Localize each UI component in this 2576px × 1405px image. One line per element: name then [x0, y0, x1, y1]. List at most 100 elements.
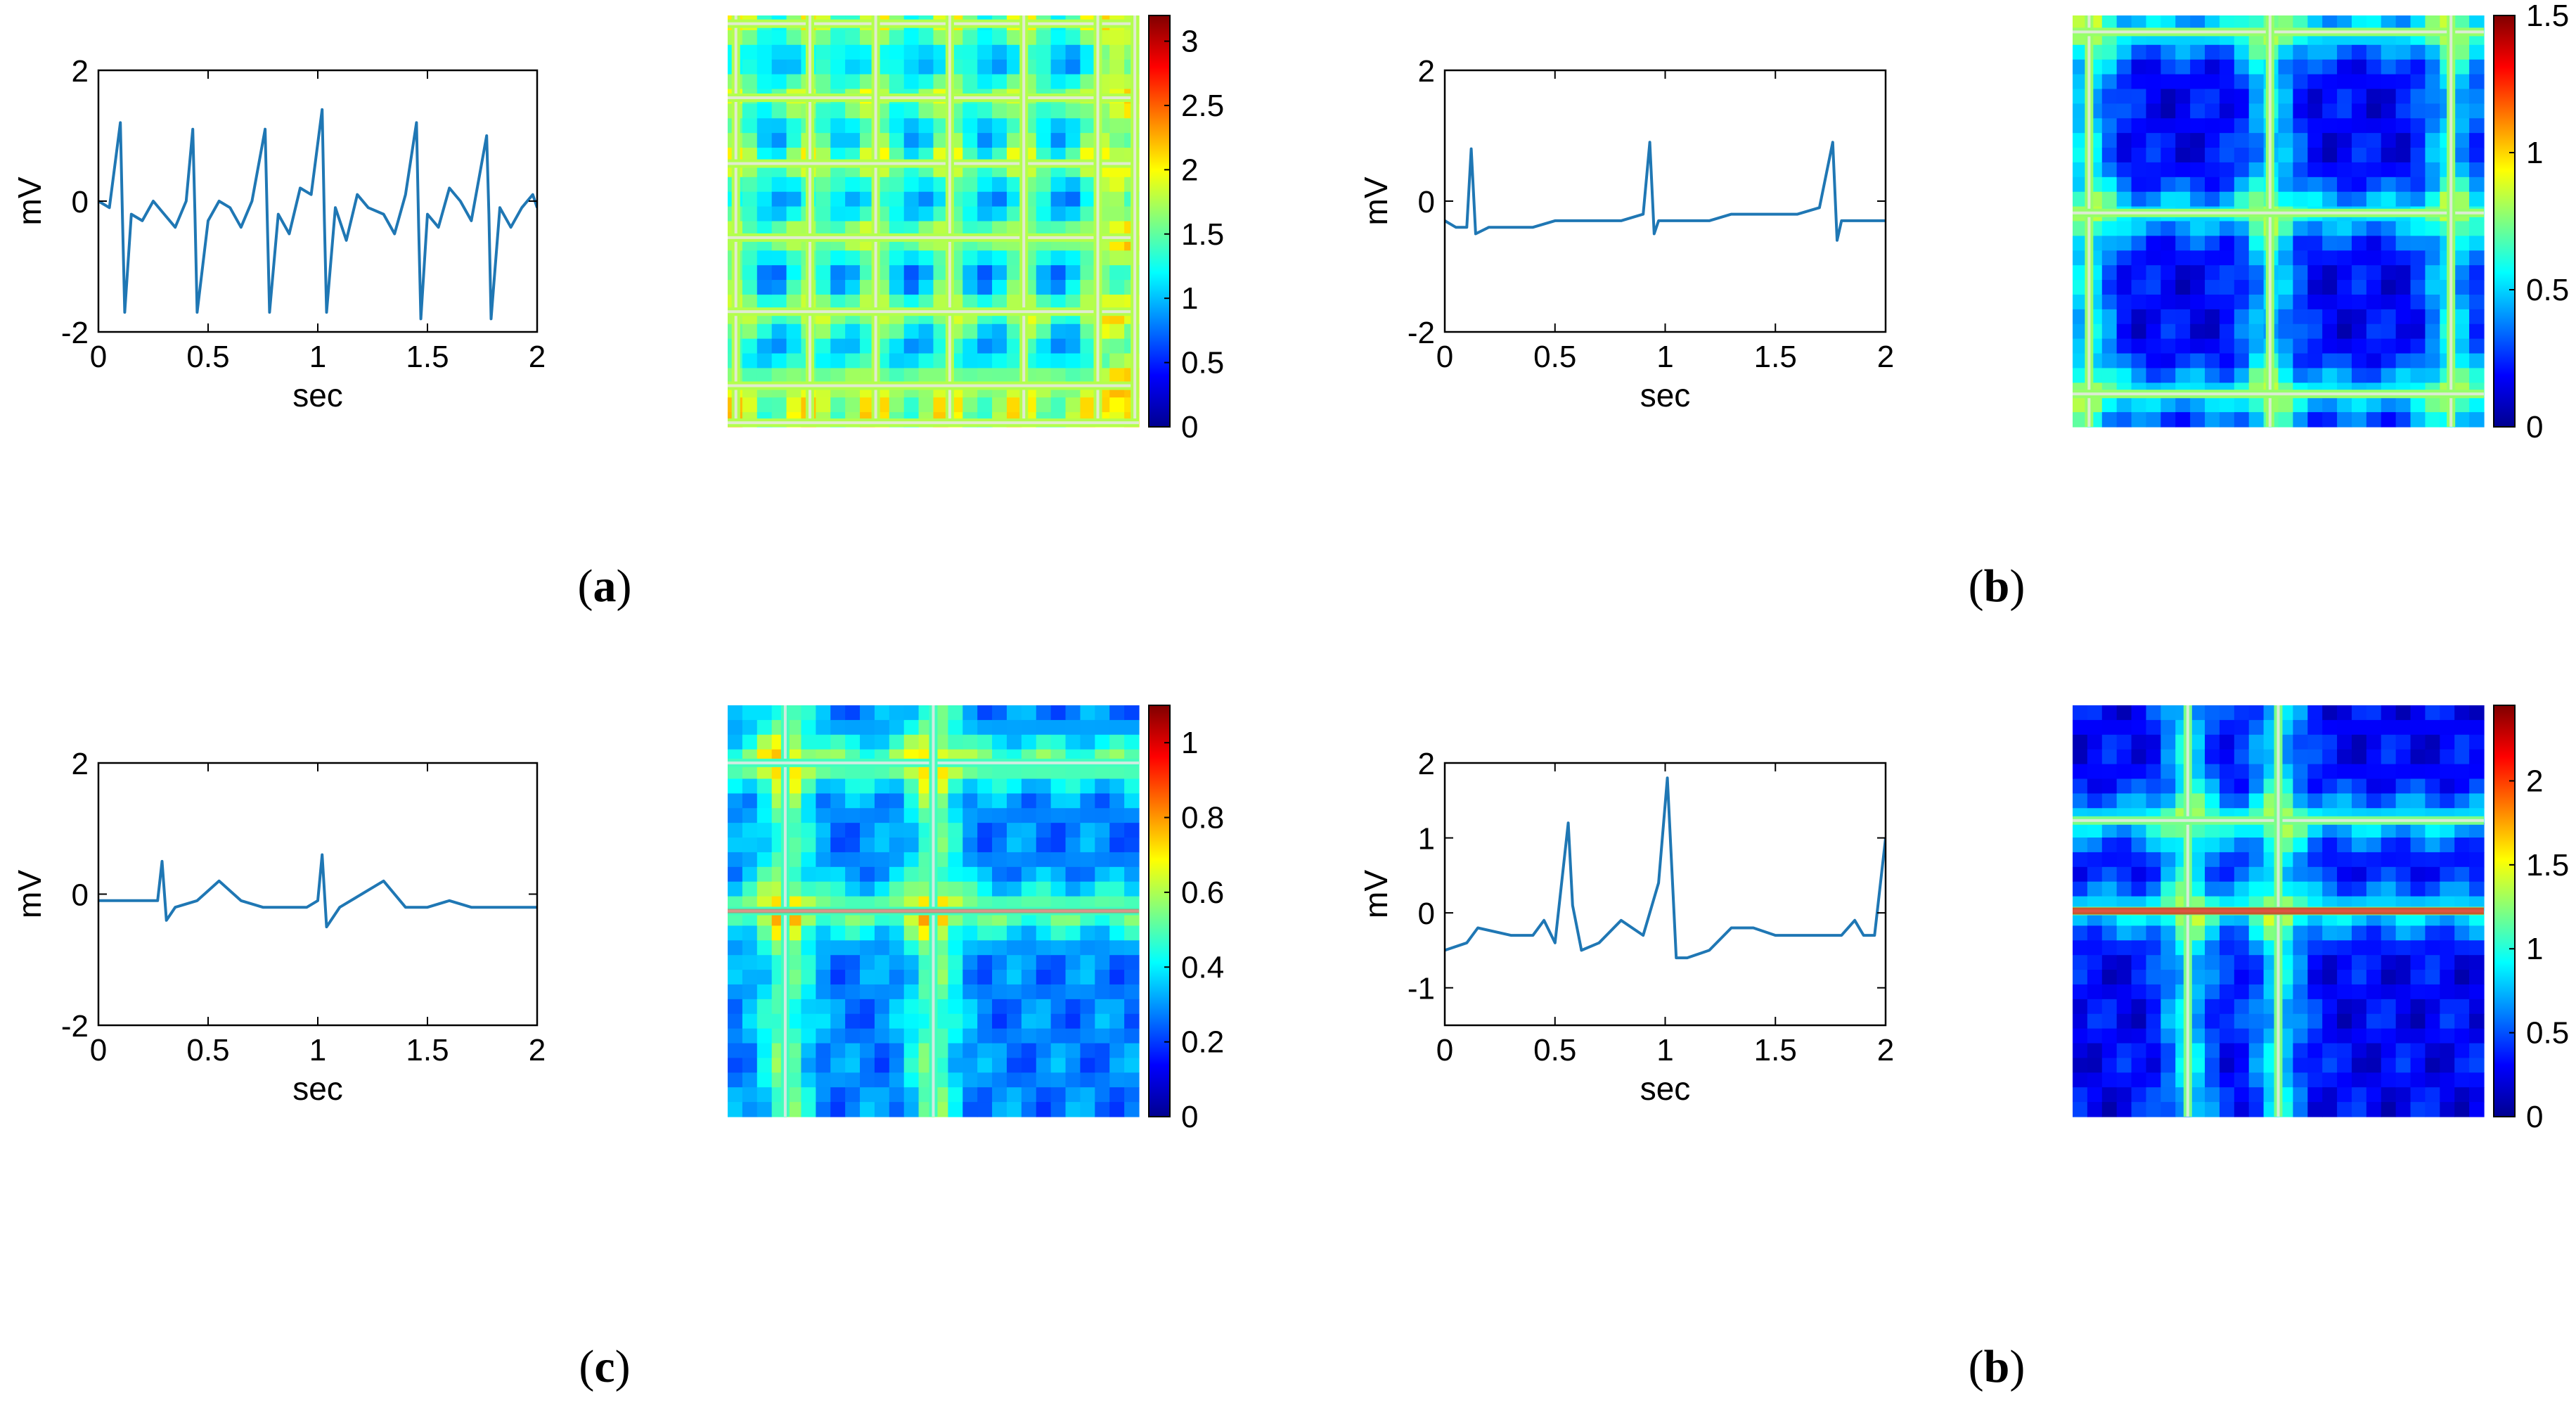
heatmap-cell — [2234, 1058, 2250, 1073]
heatmap-cell — [2087, 793, 2103, 809]
heatmap-cell — [2425, 778, 2440, 794]
heatmap-cell — [845, 148, 861, 163]
heatmap-cell — [992, 368, 1007, 383]
heatmap-cell — [1036, 368, 1052, 383]
heatmap-cell — [2073, 191, 2088, 207]
heatmap-cell — [2322, 309, 2338, 325]
heatmap-cell — [2425, 705, 2440, 721]
heatmap-cell — [1050, 866, 1067, 883]
heatmap-cell — [1050, 44, 1067, 60]
heatmap-cell — [977, 177, 993, 193]
heatmap-cell — [1080, 133, 1095, 148]
heatmap-cell — [1095, 764, 1110, 780]
heatmap-cell — [1065, 338, 1081, 354]
heatmap-cell — [2307, 925, 2323, 941]
heatmap-cell — [2307, 999, 2323, 1015]
heatmap-cell — [2101, 177, 2118, 193]
heatmap-cell — [962, 793, 978, 809]
heatmap-cell — [2205, 177, 2220, 193]
heatmap-cell — [786, 852, 802, 868]
heatmap-cell — [2116, 250, 2132, 266]
heatmap-cell — [2248, 823, 2265, 838]
heatmap-cell — [889, 823, 905, 838]
heatmap-cell — [2234, 838, 2250, 853]
heatmap-cell — [2205, 764, 2220, 780]
heatmap-cell — [2454, 793, 2470, 809]
heatmap-cell — [2146, 368, 2161, 383]
heatmap-cell — [2175, 338, 2191, 354]
heatmap-cell — [874, 1087, 890, 1103]
heatmap-cell — [1109, 838, 1125, 853]
heatmap-cell — [860, 397, 875, 413]
heatmap-cell — [2395, 338, 2411, 354]
heatmap-cell — [2337, 177, 2352, 193]
heatmap-cell — [2366, 823, 2382, 838]
heatmap-cell — [2366, 866, 2382, 883]
heatmap-cell — [2410, 778, 2426, 794]
heatmap-cell — [1109, 925, 1125, 941]
heatmap-cell — [2440, 778, 2455, 794]
heatmap-cell — [2410, 250, 2426, 266]
heatmap-cell — [1006, 984, 1022, 1000]
heatmap-cell — [1050, 397, 1067, 413]
heatmap-cell — [2469, 925, 2485, 941]
heatmap-cell — [801, 764, 816, 780]
heatmap-cell — [742, 368, 758, 383]
heatmap-cell — [786, 999, 802, 1015]
heatmap-cell — [1080, 74, 1095, 90]
heatmap-cell — [2454, 15, 2470, 31]
heatmap-cell — [2146, 778, 2161, 794]
heatmap-cell — [2101, 955, 2118, 970]
colorbar-tick-label: 1 — [1181, 726, 1198, 760]
heatmap-cell — [1050, 118, 1067, 134]
heatmap-cell — [816, 1087, 831, 1103]
heatmap-cell — [2160, 866, 2176, 883]
heatmap-cell — [2454, 236, 2470, 251]
heatmap-cell — [742, 74, 758, 90]
heatmap-cell — [756, 940, 773, 956]
heatmap-cell — [756, 823, 773, 838]
colorbar-frame — [2493, 15, 2516, 428]
heatmap-cell — [903, 1013, 920, 1029]
heatmap-cell — [962, 353, 978, 369]
heatmap-cell — [2381, 984, 2397, 1000]
heatmap-cell — [2101, 397, 2118, 413]
heatmap-cell — [2351, 221, 2367, 236]
heatmap-cell — [2381, 705, 2397, 721]
heatmap-cell — [728, 793, 743, 809]
x-tick-label: 1 — [1656, 1033, 1673, 1067]
heatmap-cell — [948, 838, 963, 853]
heatmap-cell — [2307, 236, 2323, 251]
heatmap-cell — [2248, 1043, 2265, 1059]
heatmap-cell — [2116, 133, 2132, 148]
heatmap-cell — [2073, 1087, 2088, 1103]
heatmap-cell — [2190, 852, 2205, 868]
heatmap-cell — [2293, 191, 2308, 207]
heatmap-cell — [2454, 1028, 2470, 1044]
heatmap-cell — [2146, 705, 2161, 721]
heatmap-cell — [845, 250, 861, 266]
heatmap-cell — [2101, 866, 2118, 883]
heatmap-cell — [2146, 89, 2161, 104]
heatmap-cell — [2116, 823, 2132, 838]
heatmap-cell — [2234, 103, 2250, 119]
heatmap-cell — [933, 118, 948, 134]
heatmap-cell — [2307, 118, 2323, 134]
heatmap-cell — [918, 133, 934, 148]
heatmap-cell — [2205, 118, 2220, 134]
heatmap-cell — [2160, 940, 2176, 956]
heatmap-cell — [2175, 133, 2191, 148]
heatmap-cell — [2101, 118, 2118, 134]
heatmap-cell — [1109, 44, 1125, 60]
heatmap-cell — [786, 955, 802, 970]
heatmap-cell — [2337, 1072, 2352, 1088]
heatmap-cell — [2146, 250, 2161, 266]
heatmap-cell — [2146, 881, 2161, 897]
heatmap-cell — [2160, 177, 2176, 193]
heatmap-cell — [1109, 250, 1125, 266]
heatmap-cell — [2190, 866, 2205, 883]
heatmap-cell — [2219, 236, 2235, 251]
heatmap-cell — [977, 925, 993, 941]
heatmap-cell — [2454, 866, 2470, 883]
heatmap-cell — [874, 1072, 890, 1088]
